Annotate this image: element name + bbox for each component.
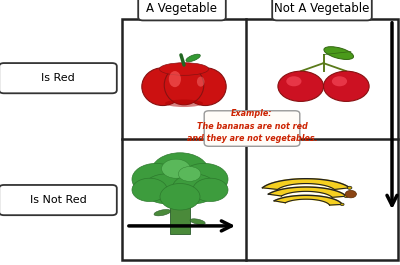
FancyBboxPatch shape <box>0 63 117 93</box>
Polygon shape <box>268 187 346 197</box>
Text: Not A Vegetable: Not A Vegetable <box>274 2 370 15</box>
Text: A Vegetable: A Vegetable <box>146 2 218 15</box>
Ellipse shape <box>190 219 205 224</box>
Polygon shape <box>274 195 342 205</box>
Circle shape <box>286 76 302 86</box>
Ellipse shape <box>197 77 204 87</box>
Ellipse shape <box>186 54 200 62</box>
Text: Is Not Red: Is Not Red <box>30 195 86 205</box>
Circle shape <box>180 163 228 195</box>
Text: Is Red: Is Red <box>41 73 75 83</box>
Circle shape <box>340 203 344 206</box>
Circle shape <box>172 174 217 204</box>
FancyBboxPatch shape <box>204 111 300 146</box>
Ellipse shape <box>165 99 203 107</box>
Bar <box>170 203 190 234</box>
FancyBboxPatch shape <box>138 0 226 20</box>
Circle shape <box>178 167 201 181</box>
FancyBboxPatch shape <box>272 0 372 20</box>
Text: Example:
The bananas are not red
and they are not vegetables.: Example: The bananas are not red and the… <box>187 109 317 143</box>
Ellipse shape <box>184 68 226 105</box>
Circle shape <box>193 178 228 201</box>
Bar <box>122 19 398 260</box>
Circle shape <box>132 178 167 201</box>
Ellipse shape <box>154 209 171 216</box>
Circle shape <box>344 195 348 198</box>
Ellipse shape <box>142 68 184 105</box>
Circle shape <box>160 183 200 210</box>
Ellipse shape <box>169 71 181 87</box>
Ellipse shape <box>324 47 354 59</box>
Ellipse shape <box>159 63 209 75</box>
Circle shape <box>162 159 190 178</box>
Circle shape <box>132 163 180 195</box>
Ellipse shape <box>164 65 204 105</box>
FancyBboxPatch shape <box>0 185 117 215</box>
Circle shape <box>332 76 347 86</box>
Circle shape <box>324 71 369 101</box>
Polygon shape <box>262 179 350 189</box>
Circle shape <box>151 153 209 191</box>
Circle shape <box>345 190 356 198</box>
Circle shape <box>278 71 324 101</box>
Circle shape <box>347 186 352 189</box>
Circle shape <box>143 174 188 204</box>
